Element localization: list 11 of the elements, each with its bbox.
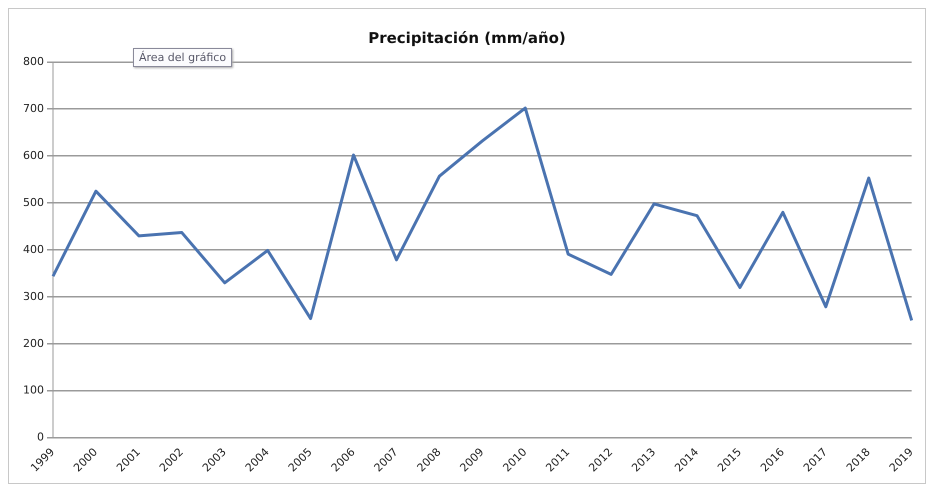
annotation: Área del gráfico bbox=[133, 48, 232, 67]
y-tick-label: 200 bbox=[22, 336, 44, 350]
y-tick-label: 100 bbox=[22, 384, 44, 397]
y-tick-label: 800 bbox=[22, 54, 44, 68]
chart-title: Precipitación (mm/año) bbox=[368, 28, 566, 47]
y-tick-label: 700 bbox=[22, 102, 44, 115]
y-tick-label: 300 bbox=[22, 290, 44, 303]
y-tick-label: 600 bbox=[22, 148, 44, 162]
y-tick-label: 400 bbox=[22, 242, 44, 256]
y-tick-label: 500 bbox=[22, 196, 44, 209]
y-tick-label: 0 bbox=[36, 430, 44, 444]
